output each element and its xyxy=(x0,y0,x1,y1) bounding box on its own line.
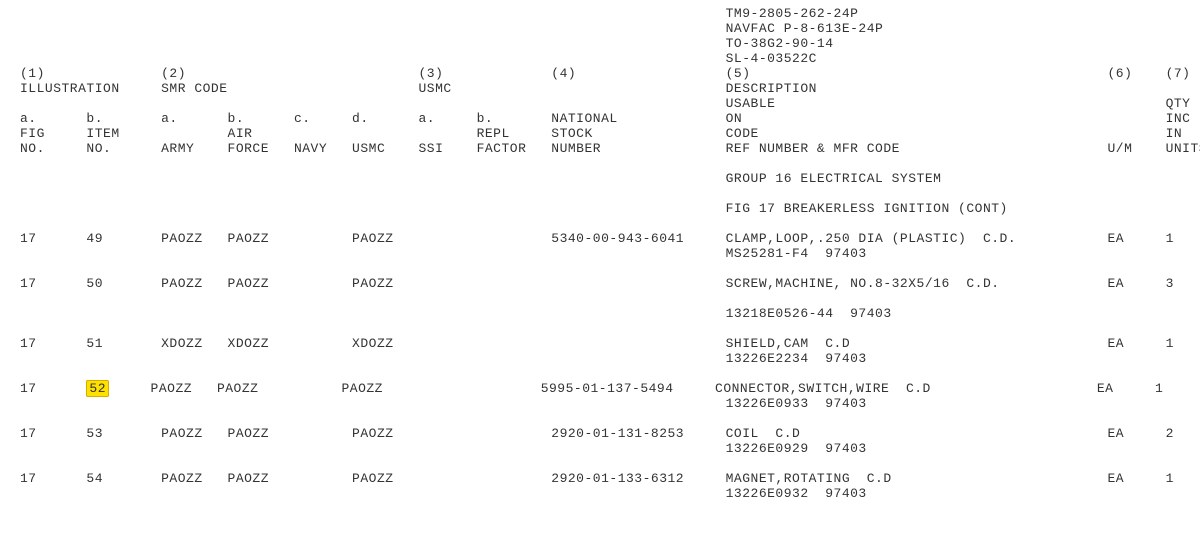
document-body: TM9-2805-262-24P NAVFAC P-8-613E-24P xyxy=(0,0,1200,501)
highlighted-item: 52 xyxy=(86,380,109,397)
